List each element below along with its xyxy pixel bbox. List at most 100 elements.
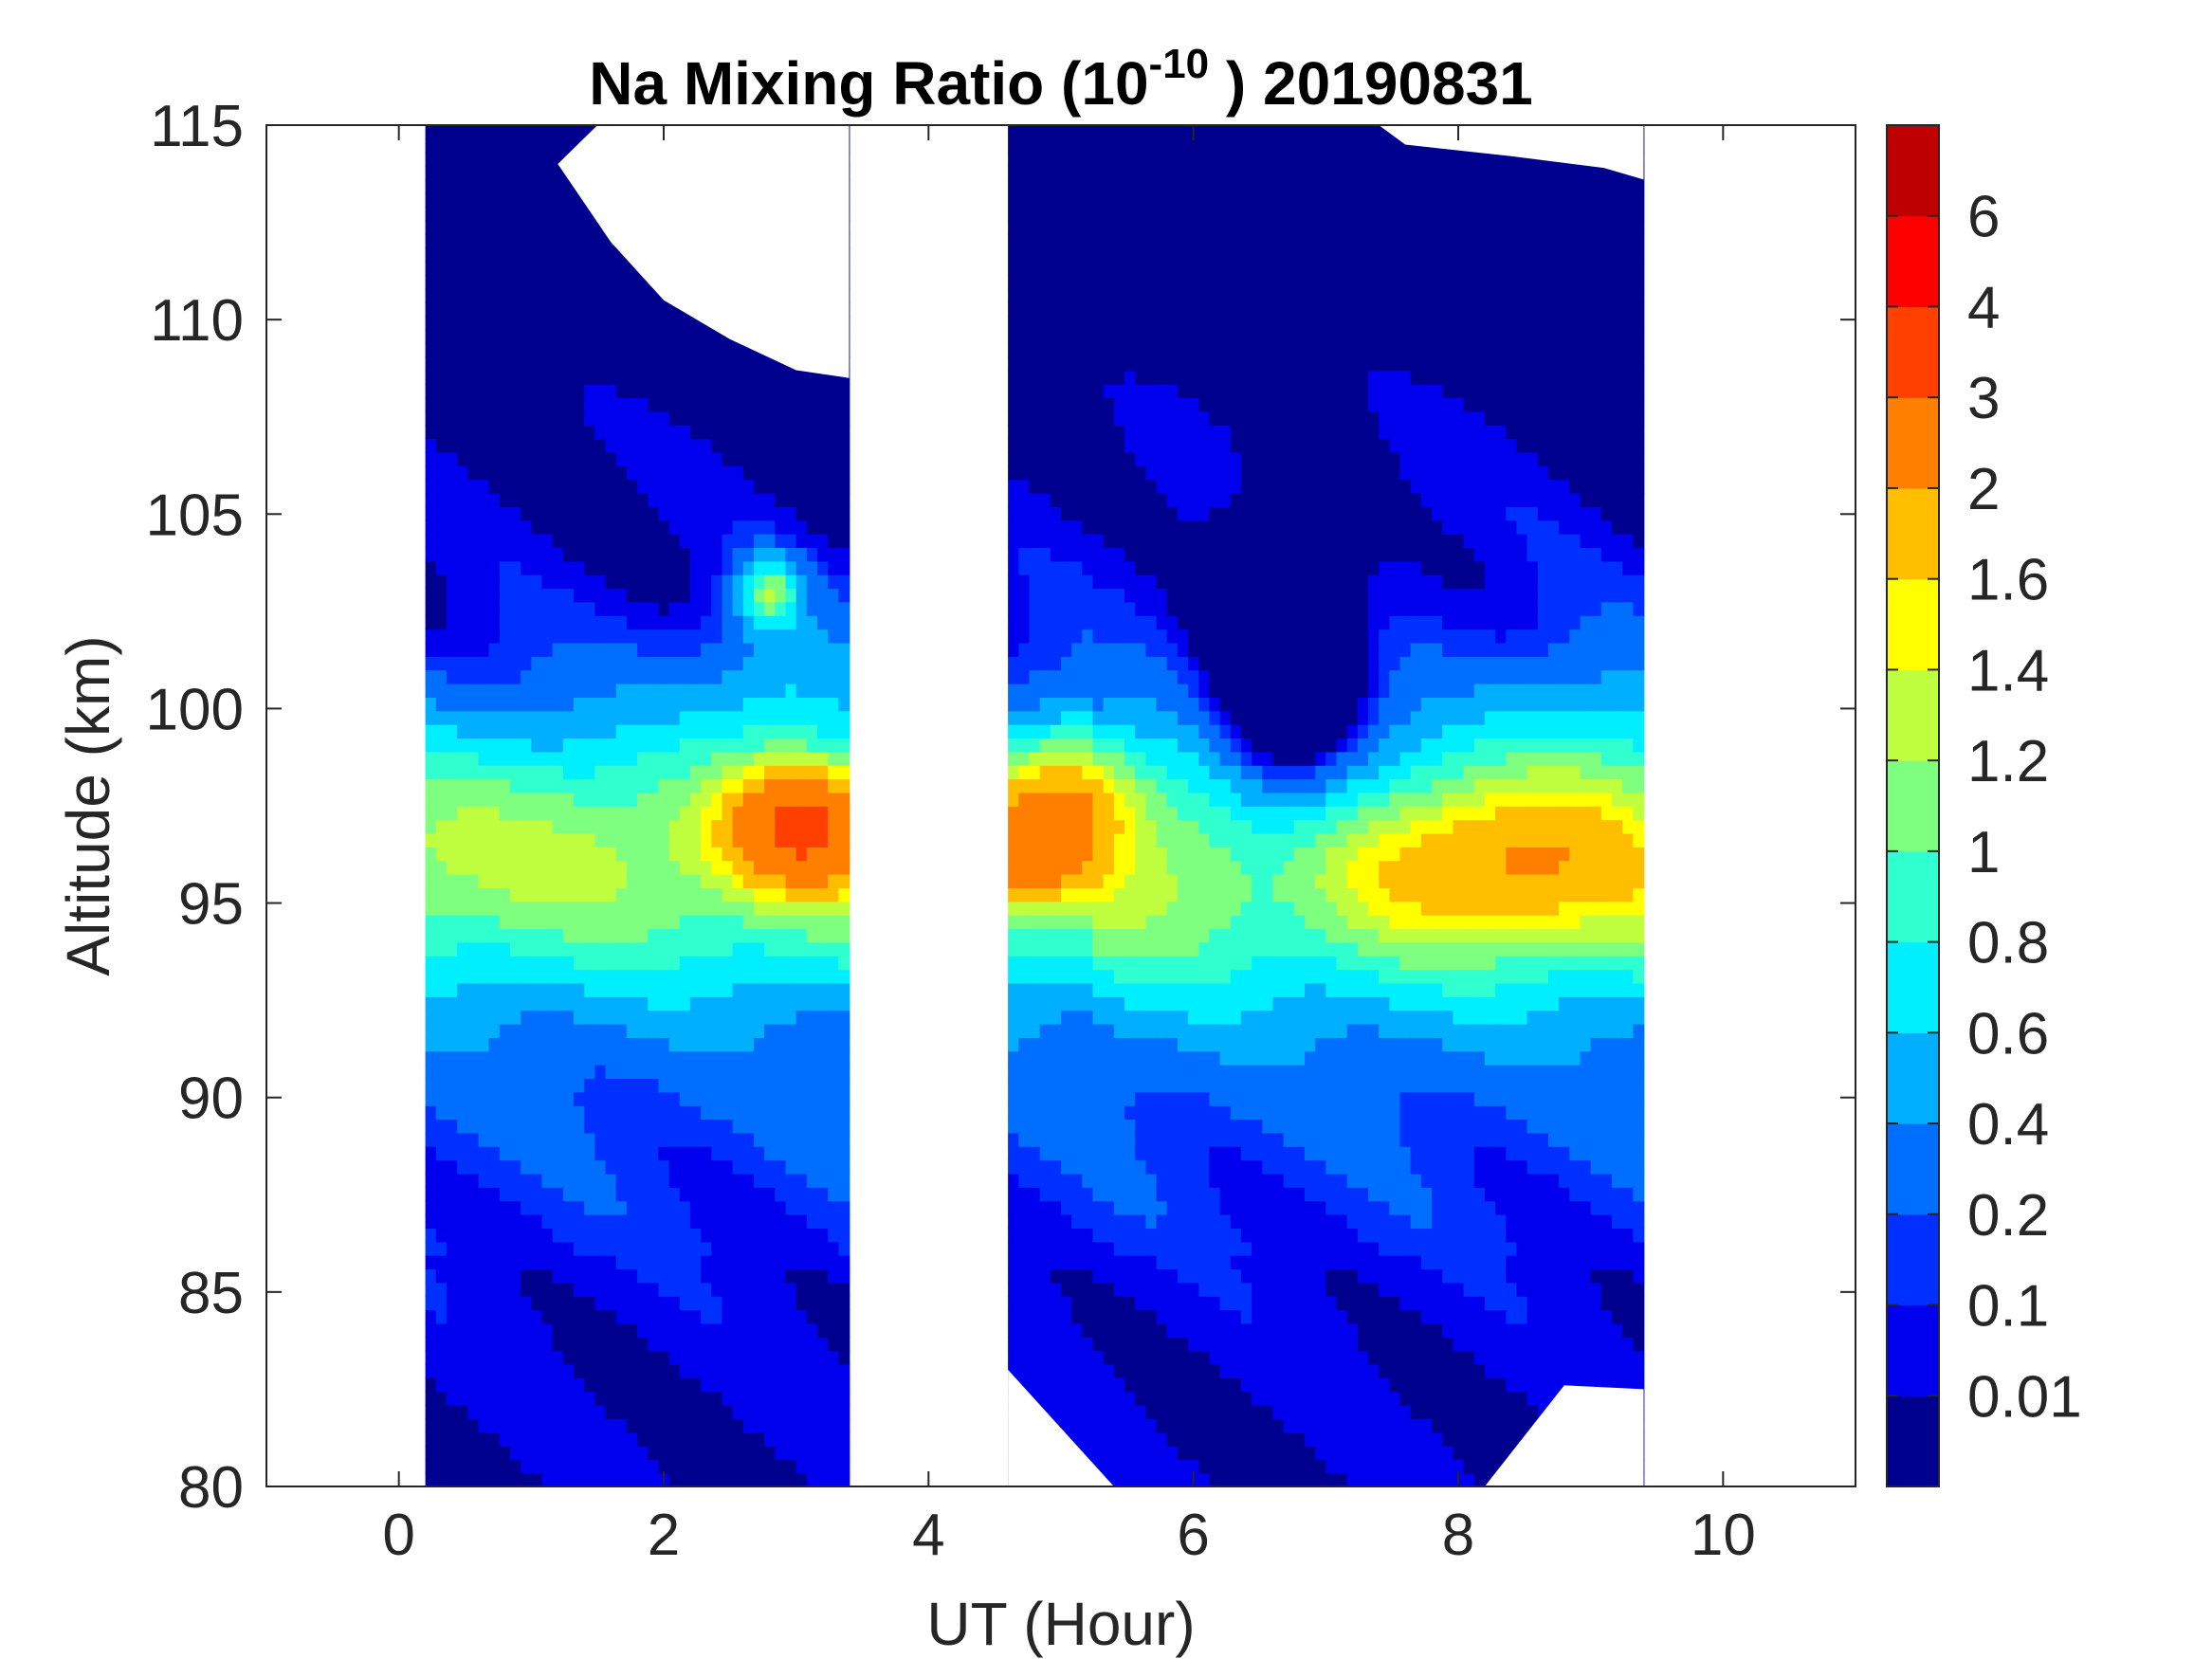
contour-cell	[648, 778, 660, 793]
contour-cell	[764, 370, 777, 385]
contour-cell	[626, 629, 638, 644]
contour-cell	[626, 1159, 638, 1175]
contour-cell	[742, 1104, 755, 1121]
contour-cell	[552, 956, 564, 971]
contour-cell	[425, 996, 437, 1012]
contour-cell	[1103, 1418, 1115, 1433]
contour-cell	[552, 1159, 564, 1175]
contour-cell	[425, 1377, 437, 1393]
contour-cell	[499, 342, 511, 357]
contour-cell	[488, 383, 501, 398]
contour-cell	[488, 1268, 501, 1284]
contour-cell	[1071, 574, 1084, 590]
contour-cell	[615, 1391, 628, 1406]
contour-cell	[775, 778, 787, 793]
contour-cell	[701, 969, 713, 984]
contour-cell	[457, 1309, 469, 1324]
contour-cell	[1103, 465, 1115, 481]
contour-cell	[615, 1363, 628, 1378]
contour-cell	[499, 288, 511, 303]
contour-cell	[1092, 329, 1105, 344]
contour-cell	[552, 356, 564, 372]
contour-cell	[1008, 383, 1020, 398]
contour-cell	[521, 1472, 533, 1486]
contour-cell	[594, 451, 607, 466]
contour-cell	[541, 601, 554, 616]
contour-cell	[467, 642, 480, 657]
contour-cell	[457, 588, 469, 603]
contour-cell	[732, 1337, 744, 1352]
contour-cell	[467, 288, 480, 303]
contour-cell	[605, 316, 617, 331]
contour-cell	[1071, 1241, 1084, 1256]
contour-cell	[499, 1064, 511, 1079]
contour-cell	[689, 533, 702, 548]
contour-cell	[499, 792, 511, 807]
contour-cell	[605, 588, 617, 603]
contour-cell	[499, 301, 511, 317]
contour-cell	[446, 1391, 458, 1406]
contour-cell	[637, 479, 649, 494]
contour-cell	[732, 887, 744, 902]
contour-cell	[722, 492, 734, 507]
contour-cell	[689, 723, 702, 738]
contour-cell	[742, 615, 755, 630]
contour-cell	[1050, 914, 1062, 930]
contour-cell	[425, 1337, 437, 1352]
contour-cell	[1029, 506, 1041, 521]
contour-cell	[488, 1078, 501, 1093]
contour-cell	[467, 738, 480, 753]
contour-cell	[828, 764, 840, 780]
contour-cell	[605, 1200, 617, 1215]
contour-cell	[594, 1091, 607, 1106]
contour-cell	[1082, 451, 1094, 466]
contour-cell	[1039, 873, 1051, 888]
contour-cell	[775, 1091, 787, 1106]
contour-cell	[637, 1472, 649, 1486]
contour-cell	[531, 533, 543, 548]
contour-cell	[562, 301, 575, 317]
contour-cell	[1071, 152, 1084, 167]
contour-cell	[1050, 806, 1062, 821]
contour-cell	[701, 1050, 713, 1066]
contour-cell	[1082, 179, 1094, 194]
contour-cell	[488, 261, 501, 276]
contour-cell	[1061, 451, 1072, 466]
contour-cell	[742, 1309, 755, 1324]
contour-cell	[574, 275, 585, 290]
contour-cell	[1039, 533, 1051, 548]
contour-cell	[775, 1104, 787, 1121]
contour-cell	[1061, 1159, 1072, 1175]
contour-cell	[817, 465, 829, 481]
contour-cell	[615, 615, 628, 630]
contour-cell	[552, 125, 564, 140]
contour-cell	[425, 629, 437, 644]
contour-cell	[605, 1037, 617, 1052]
contour-cell	[531, 479, 543, 494]
contour-cell	[764, 1173, 777, 1188]
contour-cell	[574, 220, 585, 235]
contour-cell	[531, 288, 543, 303]
contour-cell	[806, 928, 818, 943]
contour-cell	[510, 697, 521, 712]
contour-cell	[648, 847, 660, 862]
contour-cell	[574, 533, 585, 548]
contour-cell	[499, 738, 511, 753]
contour-cell	[626, 847, 638, 862]
contour-cell	[1061, 969, 1072, 984]
contour-cell	[541, 1146, 554, 1161]
contour-cell	[1039, 738, 1051, 753]
contour-cell	[1050, 1309, 1062, 1324]
contour-cell	[1103, 792, 1115, 807]
contour-cell	[806, 683, 818, 698]
contour-cell	[1039, 1159, 1051, 1175]
contour-cell	[1082, 301, 1094, 317]
contour-cell	[562, 465, 575, 481]
contour-cell	[457, 1445, 469, 1461]
contour-cell	[499, 316, 511, 331]
contour-cell	[1082, 261, 1094, 276]
contour-cell	[446, 1078, 458, 1093]
contour-cell	[817, 1064, 829, 1079]
contour-cell	[1092, 1445, 1105, 1461]
contour-cell	[626, 533, 638, 548]
